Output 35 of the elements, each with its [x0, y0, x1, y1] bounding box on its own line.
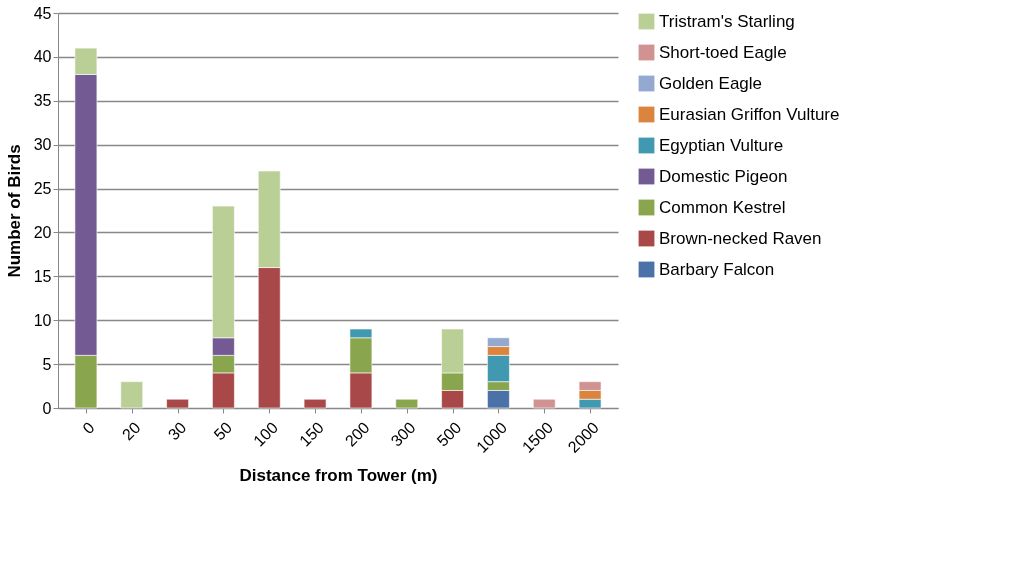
- bar: [303, 398, 327, 409]
- x-tick-label: 50: [210, 418, 236, 444]
- x-tick-label: 500: [433, 418, 465, 450]
- x-tick-label: 20: [118, 418, 144, 444]
- bar: [532, 398, 556, 409]
- x-tick-label: 100: [250, 418, 282, 450]
- x-tick-label: 150: [295, 418, 327, 450]
- bar: [120, 381, 144, 409]
- bar: [395, 398, 419, 409]
- legend-label: Golden Eagle: [659, 73, 763, 93]
- x-tick-label: 0: [79, 418, 98, 438]
- legend-label: Eurasian Griffon Vulture: [659, 104, 840, 124]
- legend-label: Egyptian Vulture: [659, 135, 784, 155]
- y-tick-label: 30: [33, 136, 52, 154]
- x-tick-label: 200: [341, 418, 373, 450]
- y-tick-label: 20: [33, 223, 52, 241]
- y-tick-label: 0: [42, 399, 52, 417]
- y-axis-title: Number of Birds: [4, 144, 24, 278]
- y-tick-label: 5: [42, 355, 52, 373]
- y-tick-label: 40: [33, 48, 52, 66]
- legend-label: Common Kestrel: [659, 197, 786, 217]
- y-tick-label: 25: [33, 180, 52, 198]
- legend-label: Brown-necked Raven: [659, 228, 822, 248]
- x-tick-label: 300: [387, 418, 419, 450]
- legend-label: Barbary Falcon: [659, 259, 775, 279]
- bar: [166, 398, 189, 409]
- x-tick-label: 30: [164, 418, 190, 444]
- y-tick-label: 15: [33, 267, 52, 285]
- legend-label: Domestic Pigeon: [659, 166, 788, 186]
- legend-label: Short-toed Eagle: [659, 42, 787, 62]
- x-axis-title: Distance from Tower (m): [239, 465, 438, 485]
- y-tick-label: 35: [33, 92, 52, 110]
- y-tick-label: 10: [33, 311, 52, 329]
- y-tick-label: 45: [33, 4, 52, 22]
- legend-label: Tristram's Starling: [659, 11, 795, 31]
